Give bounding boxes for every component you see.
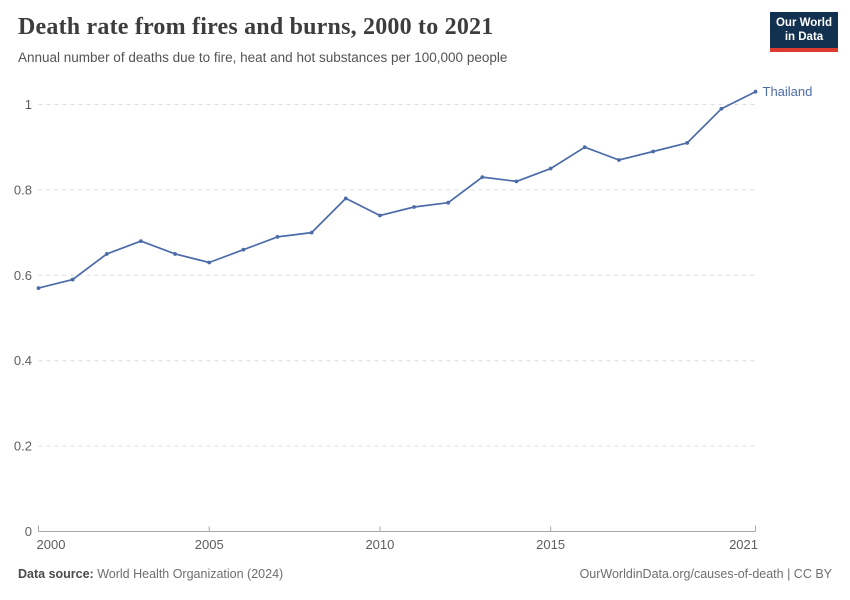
data-line <box>37 90 757 289</box>
data-point <box>275 234 280 239</box>
data-point <box>617 158 621 162</box>
x-tick-label: 2010 <box>365 537 394 552</box>
owid-logo-line2: in Data <box>784 30 824 43</box>
series-label: Thailand <box>763 84 813 99</box>
owid-logo: Our World in Data <box>770 12 838 52</box>
data-point <box>548 166 553 171</box>
chart-subtitle: Annual number of deaths due to fire, hea… <box>18 50 508 65</box>
x-tick-label: 2015 <box>536 537 565 552</box>
x-tick-label: 2005 <box>195 537 224 552</box>
x-tick-label: 2021 <box>729 537 758 552</box>
data-point <box>241 247 246 252</box>
data-point <box>582 145 587 150</box>
y-tick-label: 0.4 <box>14 353 32 368</box>
data-point <box>207 260 212 265</box>
x-tick-label: 2000 <box>37 537 66 552</box>
y-tick-label: 0.2 <box>14 439 32 454</box>
chart-footer: Data source: World Health Organization (… <box>18 567 832 581</box>
data-point <box>446 200 451 205</box>
data-source-label: Data source: <box>18 567 94 581</box>
data-point <box>173 252 177 256</box>
data-point <box>753 89 758 94</box>
license-link[interactable]: OurWorldinData.org/causes-of-death | CC … <box>579 567 832 581</box>
data-point <box>70 277 75 282</box>
owid-logo-line1: Our World <box>775 17 832 29</box>
data-point <box>104 252 109 256</box>
page-title: Death rate from fires and burns, 2000 to… <box>18 14 494 40</box>
data-point <box>343 196 348 201</box>
data-point <box>36 286 41 291</box>
data-point <box>412 205 416 209</box>
data-source-value: World Health Organization (2024) <box>97 567 284 581</box>
data-point <box>514 179 519 184</box>
data-point <box>480 175 485 179</box>
y-tick-label: 1 <box>25 97 32 112</box>
data-source: Data source: World Health Organization (… <box>18 567 283 581</box>
data-point <box>378 213 382 218</box>
y-tick-label: 0 <box>25 524 32 539</box>
y-tick-label: 0.8 <box>14 182 32 197</box>
data-point <box>309 230 314 235</box>
data-point <box>685 141 690 145</box>
data-point <box>651 149 655 154</box>
data-point <box>719 106 724 111</box>
y-tick-label: 0.6 <box>14 268 32 283</box>
data-point <box>139 239 143 244</box>
